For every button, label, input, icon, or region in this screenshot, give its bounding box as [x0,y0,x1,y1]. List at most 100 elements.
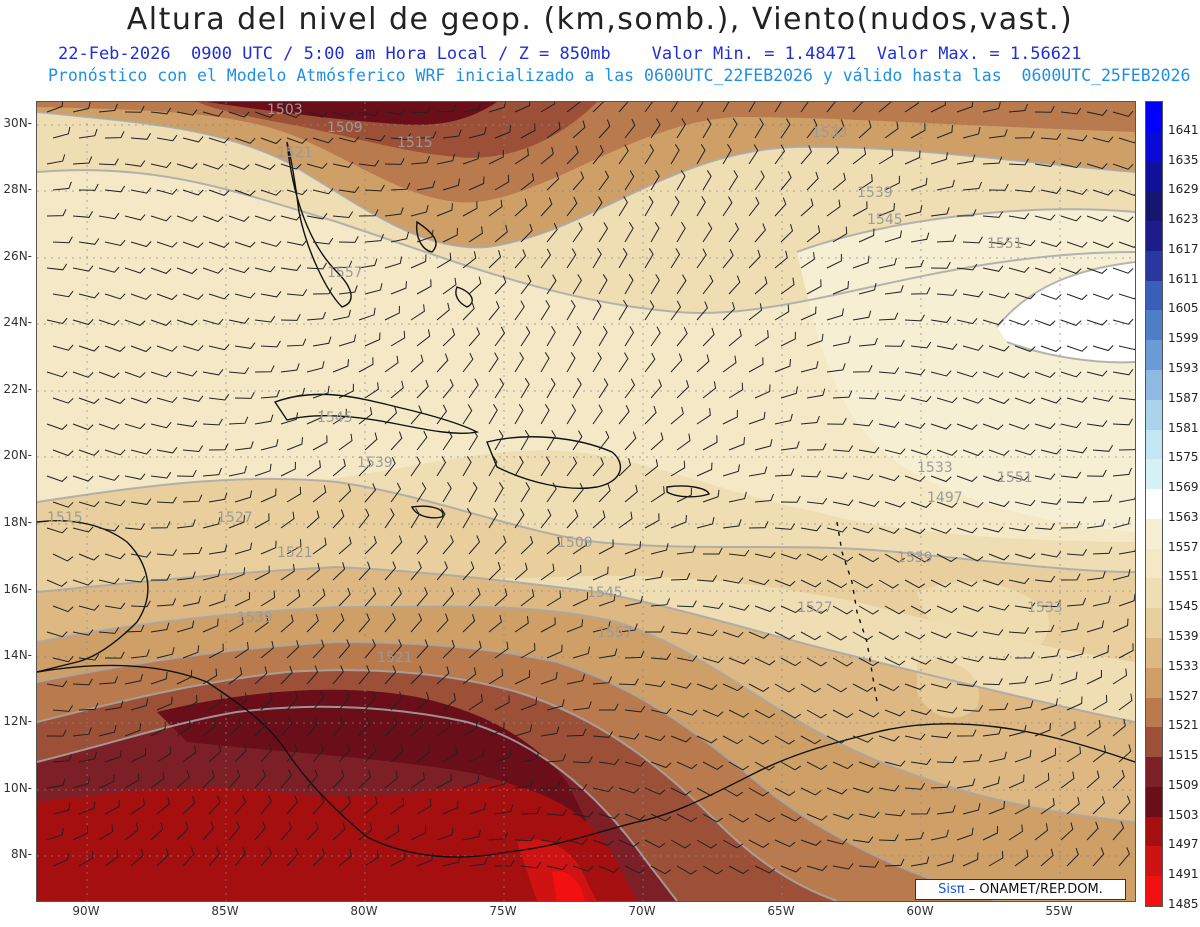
wind-barb [228,111,250,118]
wind-barb [176,571,196,581]
wind-barb [1040,649,1060,659]
colorbar-segment [1146,459,1162,490]
wind-barb [410,613,423,633]
wind-barb [702,274,714,295]
wind-barb [182,395,204,402]
wind-barb [930,316,952,323]
wind-barb [884,760,906,767]
wind-barb [806,605,828,614]
wind-barb [1060,421,1082,429]
wind-barb [260,640,274,659]
wind-barb [286,289,308,297]
wind-barb [540,146,554,165]
wind-barb [852,473,874,481]
wind-barb [52,236,73,244]
wind-barb [1034,673,1053,685]
colorbar-label: 1503 [1168,807,1199,822]
wind-barb [754,709,776,719]
wind-barb [806,865,828,872]
wind-barb [468,276,482,295]
colorbar-label: 1485 [1168,897,1199,911]
wind-barb [384,456,396,477]
wind-barb [780,761,802,771]
wind-barb [1112,769,1125,789]
wind-barb [338,235,359,243]
wind-barb [520,482,531,503]
wind-barb [566,456,578,477]
wind-barb [286,640,300,659]
colorbar-segment [1146,161,1162,192]
wind-barb [462,102,482,113]
wind-barb [338,795,351,815]
wind-barb [358,823,373,841]
wind-barb [728,865,750,875]
wind-barb [1034,423,1056,430]
wind-barb [904,259,924,269]
wind-barb [722,409,738,425]
wind-barb [572,171,585,191]
colorbar-segment [1146,310,1162,341]
wind-barb [364,283,383,295]
wind-barb [904,683,926,690]
wind-barb [46,680,68,688]
wind-barb [936,756,957,764]
wind-barb [1008,474,1030,481]
wind-barb [1118,847,1130,867]
wind-barb [280,511,295,529]
wind-barb [312,435,328,451]
wind-barb [988,238,1010,245]
wind-barb [312,137,334,144]
wind-barb [364,332,381,347]
wind-barb [286,189,308,196]
wind-barb [598,865,620,873]
wind-barb [520,326,531,347]
wind-barb [1008,577,1030,585]
wind-barb [774,839,796,848]
wind-barb [1034,823,1049,841]
wind-barb [462,404,473,425]
wind-barb [566,352,576,373]
wind-barb [520,123,536,139]
wind-barb [624,595,643,607]
wind-barb [520,173,535,191]
wind-barb [332,717,344,737]
wind-barb [156,796,170,815]
wind-barb [124,267,146,274]
wind-barb [696,575,718,582]
wind-barb [410,718,424,737]
colorbar-label: 1575 [1168,450,1199,465]
wind-barb [956,778,976,789]
wind-barb [130,293,152,300]
wind-barb [390,380,404,399]
wind-barb [1112,718,1126,737]
colorbar-segment [1146,846,1162,877]
wind-barb [410,354,424,373]
wind-barb [462,614,476,633]
wind-barb [1034,214,1056,221]
wind-barb [494,641,509,659]
contour-label: 1545 [587,585,623,601]
wind-barb [800,524,822,532]
wind-barb [462,301,475,321]
wind-barb [286,338,307,347]
wind-barb [124,105,145,113]
wind-barb [1008,524,1030,532]
wind-barb [124,624,145,633]
wind-barb [364,535,377,555]
wind-barb [332,309,351,321]
wind-barb [280,821,293,841]
wind-barb [254,513,270,529]
wind-barb [572,222,583,243]
wind-barb [1014,449,1036,456]
wind-barb [598,539,614,555]
wind-barb [1014,849,1029,867]
contour-label: 1527 [217,510,253,526]
wind-barb [780,441,800,451]
wind-barb [260,691,273,711]
wind-barb [228,465,247,477]
coast-cuba [273,393,480,434]
wind-barb [72,265,94,272]
coast-bahamas-2 [455,286,473,308]
colorbar-label: 1509 [1168,777,1199,792]
contour-label: 1503 [267,102,303,118]
